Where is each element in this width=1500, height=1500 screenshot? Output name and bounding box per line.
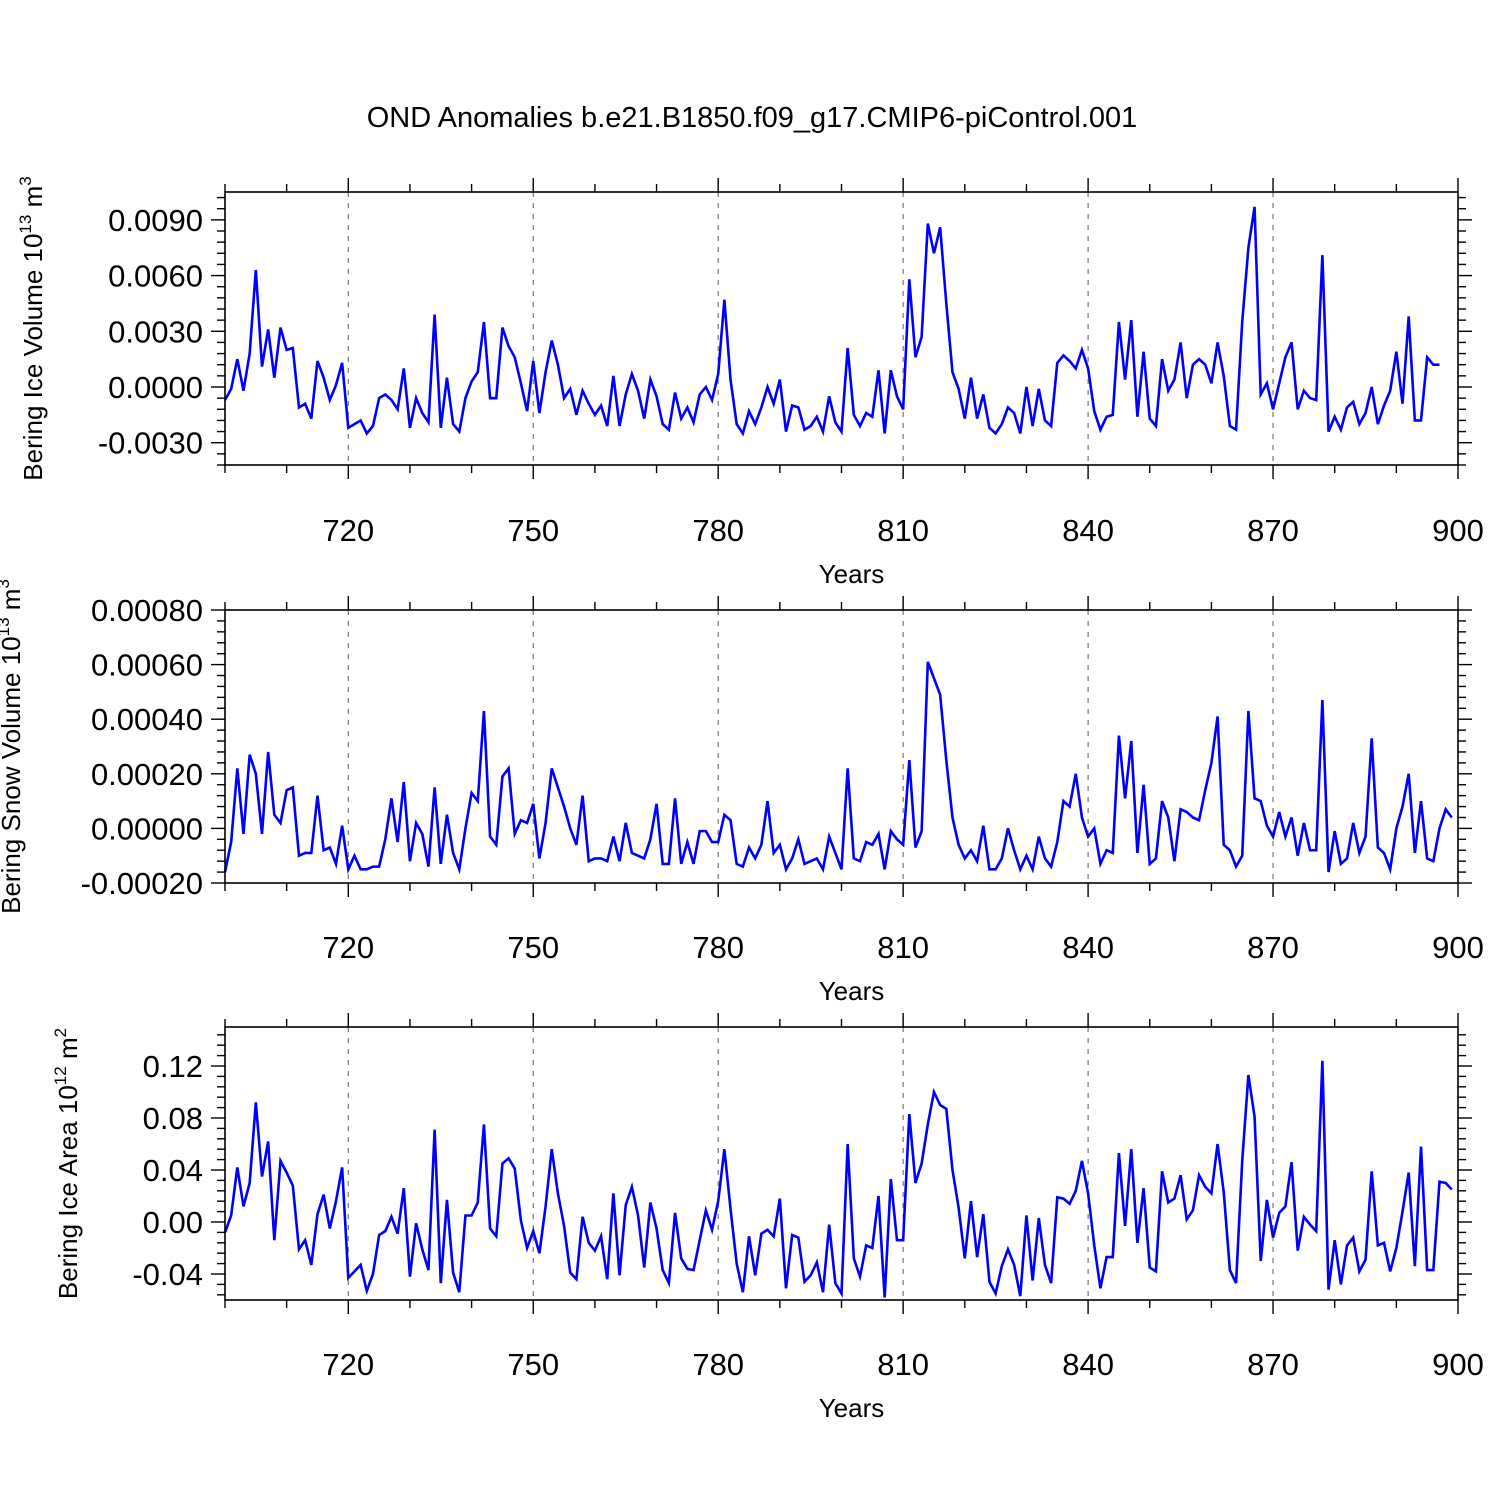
- x-tick-label: 810: [877, 930, 929, 965]
- x-tick-label: 870: [1247, 930, 1299, 965]
- x-tick-label: 720: [322, 930, 374, 965]
- x-tick-label: 900: [1432, 1347, 1484, 1382]
- y-tick-label: 0.00: [143, 1205, 203, 1240]
- x-tick-label: 900: [1432, 513, 1484, 548]
- y-tick-label: 0.00040: [91, 702, 203, 737]
- y-tick-label: 0.00020: [91, 757, 203, 792]
- y-axis-label: Bering Snow Volume 1013 m3: [0, 579, 26, 914]
- x-tick-label: 720: [322, 1347, 374, 1382]
- y-tick-label: 0.08: [143, 1101, 203, 1136]
- y-tick-label: 0.04: [143, 1153, 203, 1188]
- y-tick-label: 0.12: [143, 1049, 203, 1084]
- x-axis-label: Years: [819, 559, 885, 589]
- x-tick-label: 810: [877, 513, 929, 548]
- x-tick-label: 780: [692, 513, 744, 548]
- y-tick-label: 0.00080: [91, 593, 203, 628]
- data-series-line: [223, 661, 1453, 875]
- y-tick-label: 0.0090: [108, 203, 203, 238]
- x-axis-label: Years: [819, 976, 885, 1006]
- y-tick-label: -0.04: [132, 1257, 203, 1292]
- x-axis-label: Years: [819, 1393, 885, 1423]
- panel-2: 720 750 780 810 840 870 900 -0.00020 0.00000 0.00…: [0, 579, 1484, 1006]
- x-tick-label: 780: [692, 1347, 744, 1382]
- data-series-line: [223, 206, 1440, 437]
- y-tick-label: 0.0060: [108, 259, 203, 294]
- x-tick-label: 840: [1062, 1347, 1114, 1382]
- y-axis-label: Bering Ice Area 1012 m2: [51, 1028, 83, 1299]
- x-tick-label: 780: [692, 930, 744, 965]
- x-tick-label: 840: [1062, 513, 1114, 548]
- panel-3: 720 750 780 810 840 870 900 -0.04 0.00 0.04 0.08 0.…: [51, 1013, 1484, 1423]
- y-tick-label: 0.00000: [91, 811, 203, 846]
- x-tick-label: 870: [1247, 513, 1299, 548]
- panel-1: 720 750 780 810 840 870 900 -0.0030 0.0000 0.0030…: [16, 176, 1484, 589]
- y-tick-label: 0.00060: [91, 648, 203, 683]
- x-tick-label: 750: [507, 930, 559, 965]
- data-series-line: [223, 1060, 1453, 1298]
- x-tick-label: 840: [1062, 930, 1114, 965]
- x-tick-label: 810: [877, 1347, 929, 1382]
- x-tick-label: 720: [322, 513, 374, 548]
- y-tick-label: 0.0000: [108, 370, 203, 405]
- x-tick-label: 750: [507, 513, 559, 548]
- y-tick-label: 0.0030: [108, 314, 203, 349]
- y-axis-label: Bering Ice Volume 1013 m3: [16, 176, 48, 480]
- x-tick-label: 750: [507, 1347, 559, 1382]
- x-tick-label: 900: [1432, 930, 1484, 965]
- x-tick-label: 870: [1247, 1347, 1299, 1382]
- y-tick-label: -0.00020: [81, 866, 203, 901]
- y-tick-label: -0.0030: [98, 426, 203, 461]
- chart-title: OND Anomalies b.e21.B1850.f09_g17.CMIP6-…: [367, 102, 1138, 134]
